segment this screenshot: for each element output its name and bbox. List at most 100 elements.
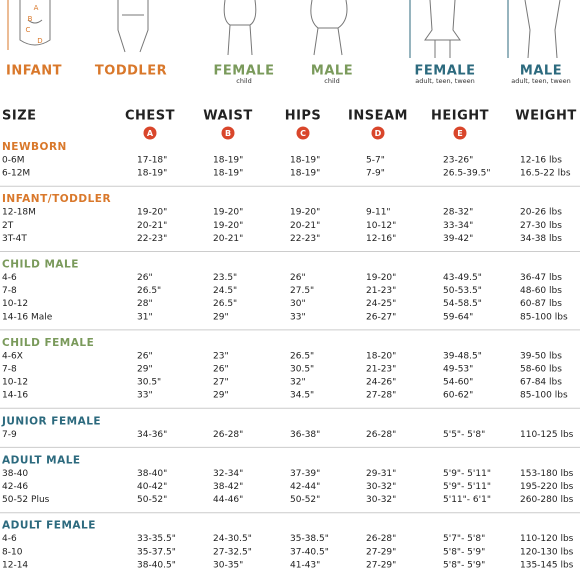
table-cell: 17-18" (137, 156, 167, 166)
table-cell: 26" (137, 273, 153, 283)
figure-label: FEMALE (415, 64, 476, 79)
table-cell: 5'5"- 5'8" (443, 430, 485, 440)
table-cell: 24-25" (366, 299, 396, 309)
table-cell: 5'8"- 5'9" (443, 547, 485, 557)
table-cell: 24-30.5" (213, 534, 252, 544)
table-cell: 7-9 (2, 430, 17, 440)
table-cell: 41-43" (290, 560, 320, 570)
table-cell: 23.5" (213, 273, 237, 283)
table-cell: 34-36" (137, 430, 167, 440)
table-cell: 153-180 lbs (520, 469, 574, 479)
table-cell: 42-44" (290, 482, 320, 492)
table-cell: 24-26" (366, 378, 396, 388)
figure-label: MALE (311, 64, 353, 79)
table-cell: 110-125 lbs (520, 430, 574, 440)
table-cell: 50-52 Plus (2, 495, 50, 505)
male-child-figure (310, 0, 348, 56)
figure-illustrations (7, 0, 561, 59)
table-cell: 30" (290, 299, 306, 309)
table-cell: 35-37.5" (137, 547, 176, 557)
table-cell: 44-46" (213, 495, 243, 505)
table-cell: 30-35" (213, 560, 243, 570)
section-title: NEWBORN (2, 141, 67, 153)
table-cell: 48-60 lbs (520, 286, 562, 296)
table-cell: 19-20" (213, 221, 243, 231)
table-cell: 18-19" (213, 169, 243, 179)
figure-letter: D (37, 37, 42, 45)
table-cell: 10-12 (2, 378, 28, 388)
column-header: INSEAM (348, 109, 408, 124)
table-cell: 67-84 lbs (520, 378, 562, 388)
table-cell: 29" (137, 365, 153, 375)
table-cell: 5'9"- 5'11" (443, 469, 491, 479)
letter-label: D (375, 129, 382, 138)
figure-letter: B (28, 15, 33, 23)
infant-figure (19, 0, 51, 46)
table-cell: 50-52" (137, 495, 167, 505)
table-cell: 2T (2, 221, 14, 231)
male-adult-figure (524, 0, 561, 59)
table-cell: 33-34" (443, 221, 473, 231)
letter-label: E (457, 129, 462, 138)
figure-letter: A (34, 4, 39, 12)
table-cell: 28" (137, 299, 153, 309)
table-cell: 38-40 (2, 469, 28, 479)
table-cell: 54-60" (443, 378, 473, 388)
column-header: SIZE (2, 109, 37, 124)
table-cell: 5-7" (366, 156, 385, 166)
table-cell: 27" (213, 378, 229, 388)
table-cell: 20-26 lbs (520, 208, 562, 218)
table-cell: 19-20" (290, 208, 320, 218)
table-cell: 4-6 (2, 273, 17, 283)
table-cell: 54-58.5" (443, 299, 482, 309)
table-cell: 24.5" (213, 286, 237, 296)
table-cell: 34-38 lbs (520, 234, 562, 244)
table-cell: 195-220 lbs (520, 482, 574, 492)
table-cell: 7-8 (2, 286, 17, 296)
table-cell: 5'11"- 6'1" (443, 495, 491, 505)
figure-label: FEMALE (214, 64, 275, 79)
table-cell: 14-16 (2, 391, 28, 401)
table-cell: 28-32" (443, 208, 473, 218)
figure-label: TODDLER (95, 64, 167, 79)
female-child-figure (223, 0, 257, 56)
table-cell: 29-31" (366, 469, 396, 479)
table-cell: 60-62" (443, 391, 473, 401)
table-cell: 26.5" (137, 286, 161, 296)
column-header: HIPS (285, 109, 322, 124)
table-cell: 12-16" (366, 234, 396, 244)
table-cell: 260-280 lbs (520, 495, 574, 505)
letter-badge (221, 126, 235, 140)
table-cell: 20-21" (290, 221, 320, 231)
table-cell: 23-26" (443, 156, 473, 166)
table-cell: 30-32" (366, 495, 396, 505)
table-cell: 36-38" (290, 430, 320, 440)
table-cell: 26.5-39.5" (443, 169, 490, 179)
letter-label: C (300, 129, 306, 138)
table-cell: 38-40" (137, 469, 167, 479)
section-title: JUNIOR FEMALE (1, 415, 101, 427)
table-cell: 26-28" (366, 430, 396, 440)
table-cell: 12-16 lbs (520, 156, 562, 166)
table-cell: 20-21" (137, 221, 167, 231)
female-adult-figure (424, 0, 461, 58)
table-cell: 16.5-22 lbs (520, 169, 571, 179)
figure-sublabel: child (236, 77, 251, 85)
table-cell: 39-50 lbs (520, 351, 562, 361)
column-header: WAIST (203, 109, 252, 124)
table-cell: 22-23" (137, 234, 167, 244)
table-cell: 26" (137, 351, 153, 361)
table-cell: 26-27" (366, 312, 396, 322)
letter-badge (296, 126, 310, 140)
table-cell: 18-19" (290, 169, 320, 179)
table-cell: 10-12 (2, 299, 28, 309)
table-cell: 26" (290, 273, 306, 283)
table-cell: 18-19" (213, 156, 243, 166)
column-header: WEIGHT (515, 109, 576, 124)
section-title: ADULT FEMALE (2, 520, 96, 532)
table-cell: 50-53.5" (443, 286, 482, 296)
column-header: CHEST (125, 109, 175, 124)
section-title: ADULT MALE (2, 454, 81, 466)
table-cell: 30.5" (137, 378, 161, 388)
